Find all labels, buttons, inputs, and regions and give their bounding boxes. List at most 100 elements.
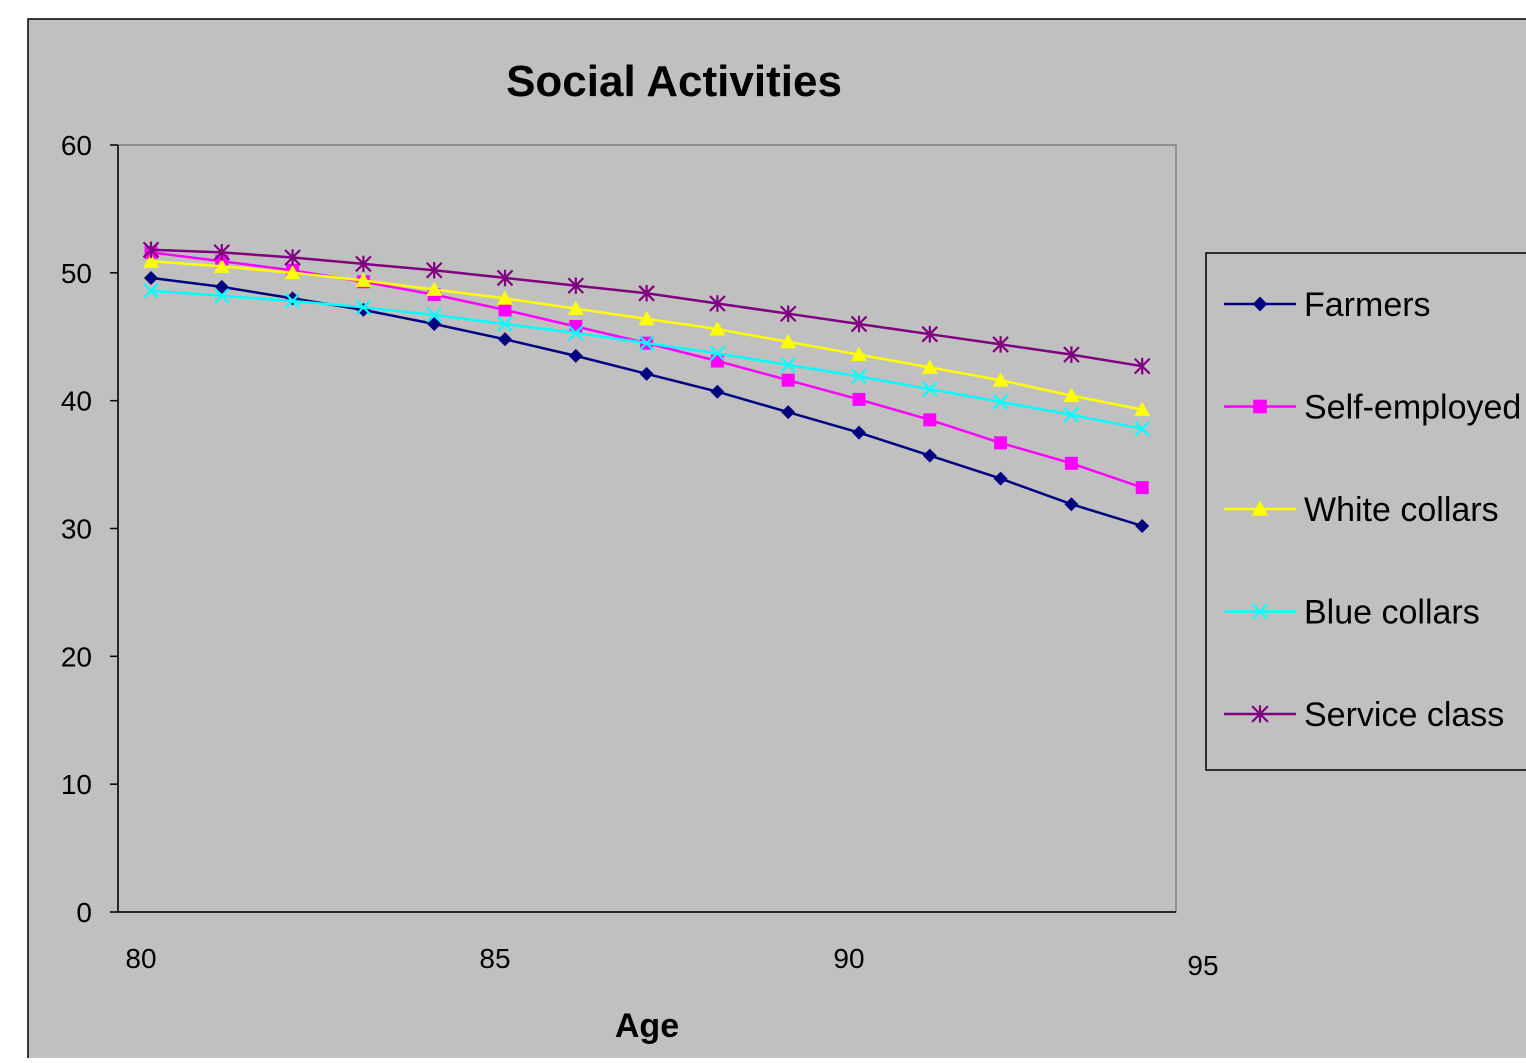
data-point <box>994 436 1008 450</box>
legend-marker <box>1251 603 1269 620</box>
series-white-collars <box>143 253 1151 417</box>
legend-marker <box>1252 296 1268 312</box>
x-tick-label: 95 <box>1187 950 1218 981</box>
y-tick-label: 20 <box>61 641 92 672</box>
data-point <box>497 316 513 332</box>
y-tick-label: 0 <box>76 897 92 928</box>
legend-label: White collars <box>1304 491 1499 529</box>
x-tick-label: 90 <box>833 943 864 974</box>
data-point <box>1134 421 1150 437</box>
series-layer <box>142 241 1151 533</box>
legend-entry: Blue collars <box>1224 594 1480 632</box>
data-point <box>144 270 158 285</box>
data-point <box>1064 497 1079 512</box>
data-point <box>921 325 939 343</box>
chart-title: Social Activities <box>506 57 842 106</box>
data-point <box>709 295 726 312</box>
data-point <box>852 425 866 440</box>
data-point <box>497 290 513 305</box>
data-point <box>850 315 868 333</box>
data-point <box>709 321 726 336</box>
y-tick-label: 50 <box>61 258 92 289</box>
data-point <box>780 333 797 349</box>
legend-marker <box>1251 500 1269 516</box>
y-tick-label: 60 <box>61 130 92 161</box>
series-blue-collars <box>143 282 1150 437</box>
x-tick-label: 85 <box>479 943 510 974</box>
data-point <box>355 299 372 316</box>
data-point <box>992 372 1009 387</box>
legend-entry: Farmers <box>1224 286 1431 324</box>
data-point <box>921 359 938 374</box>
data-point <box>638 335 655 351</box>
data-point <box>1135 481 1149 495</box>
data-point <box>922 381 938 397</box>
data-point <box>143 282 159 299</box>
plot-area <box>117 144 1177 913</box>
data-point <box>425 261 443 279</box>
data-point <box>568 348 583 363</box>
data-point <box>1063 387 1080 402</box>
legend-label: Service class <box>1304 696 1504 734</box>
data-point <box>426 281 443 296</box>
data-point <box>992 336 1009 353</box>
x-axis-ticks: 80 85 90 95 <box>125 943 1218 981</box>
data-point <box>214 279 229 294</box>
legend-marker <box>1253 399 1267 414</box>
data-point <box>567 300 584 316</box>
legend-entry: White collars <box>1224 491 1499 529</box>
data-point <box>852 392 866 406</box>
data-point <box>639 366 654 381</box>
data-point <box>213 258 230 273</box>
data-point <box>1134 401 1151 417</box>
y-tick-label: 30 <box>61 514 92 545</box>
legend-label: Farmers <box>1304 286 1431 324</box>
data-point <box>1135 518 1150 533</box>
data-point <box>426 307 442 323</box>
data-point <box>284 293 301 309</box>
data-point <box>1063 406 1080 423</box>
data-point <box>496 269 514 287</box>
x-axis-label: Age <box>615 1007 679 1045</box>
y-tick-label: 40 <box>61 386 92 417</box>
data-point <box>213 244 231 261</box>
legend-label: Self-employed <box>1304 389 1521 427</box>
data-point <box>1133 357 1151 375</box>
legend-entry: Service class <box>1224 696 1504 734</box>
data-point <box>284 249 301 266</box>
data-point <box>214 288 230 304</box>
data-point <box>992 394 1009 410</box>
data-point <box>709 345 726 362</box>
legend-entry: Self-employed <box>1224 389 1521 427</box>
data-point <box>923 413 937 427</box>
data-point <box>851 368 867 385</box>
data-point <box>567 277 585 294</box>
data-point <box>779 305 797 323</box>
data-point <box>142 241 160 259</box>
legend-marker <box>1251 705 1269 723</box>
x-tick-label: 80 <box>125 943 156 974</box>
data-point <box>568 325 584 341</box>
data-point <box>1064 456 1078 470</box>
data-point <box>143 253 159 268</box>
data-point <box>498 332 512 347</box>
data-point <box>427 316 442 331</box>
data-point <box>284 264 301 280</box>
data-point <box>1063 346 1080 363</box>
legend: Farmers Self-employed White collars Blue co… <box>1224 286 1521 734</box>
data-point <box>922 448 937 463</box>
data-point <box>780 357 796 373</box>
data-point <box>781 373 795 387</box>
data-point <box>993 471 1008 486</box>
data-point <box>355 272 372 287</box>
series-service-class <box>142 241 1151 375</box>
data-point <box>355 255 372 273</box>
data-point <box>638 285 655 302</box>
data-point <box>638 310 655 326</box>
data-point <box>710 384 725 399</box>
legend-label: Blue collars <box>1304 594 1480 632</box>
data-point <box>498 303 512 317</box>
y-axis-ticks: 0 10 20 30 40 50 60 <box>61 130 118 928</box>
